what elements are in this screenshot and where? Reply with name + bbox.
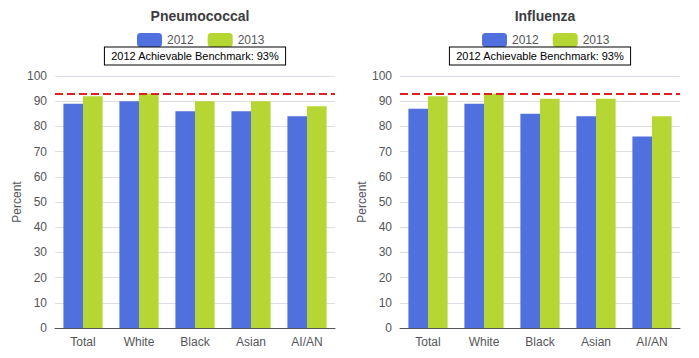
svg-text:0: 0	[385, 321, 392, 335]
svg-text:Black: Black	[525, 335, 555, 349]
svg-text:Black: Black	[180, 335, 210, 349]
svg-text:2012 Achievable Benchmark: 93%: 2012 Achievable Benchmark: 93%	[456, 50, 624, 62]
svg-text:80: 80	[34, 119, 48, 133]
svg-text:80: 80	[379, 119, 393, 133]
svg-text:40: 40	[379, 220, 393, 234]
svg-text:Asian: Asian	[236, 335, 266, 349]
svg-text:90: 90	[34, 94, 48, 108]
svg-text:100: 100	[372, 69, 392, 83]
svg-text:50: 50	[379, 195, 393, 209]
svg-text:2012 Achievable Benchmark: 93%: 2012 Achievable Benchmark: 93%	[111, 50, 279, 62]
svg-text:AI/AN: AI/AN	[291, 335, 322, 349]
svg-text:70: 70	[379, 145, 393, 159]
svg-text:20: 20	[379, 271, 393, 285]
svg-text:10: 10	[379, 296, 393, 310]
svg-text:Percent: Percent	[10, 181, 24, 223]
svg-text:Total: Total	[70, 335, 95, 349]
svg-text:100: 100	[27, 69, 47, 83]
svg-text:2012: 2012	[512, 33, 539, 47]
svg-text:2013: 2013	[238, 33, 265, 47]
svg-text:White: White	[124, 335, 155, 349]
svg-text:30: 30	[34, 245, 48, 259]
svg-text:White: White	[469, 335, 500, 349]
svg-text:Percent: Percent	[355, 181, 369, 223]
svg-text:Influenza: Influenza	[515, 8, 576, 24]
svg-text:2013: 2013	[583, 33, 610, 47]
svg-text:60: 60	[34, 170, 48, 184]
svg-text:Pneumococcal: Pneumococcal	[151, 8, 250, 24]
svg-text:30: 30	[379, 245, 393, 259]
svg-text:0: 0	[40, 321, 47, 335]
svg-text:10: 10	[34, 296, 48, 310]
svg-text:70: 70	[34, 145, 48, 159]
svg-text:40: 40	[34, 220, 48, 234]
svg-text:20: 20	[34, 271, 48, 285]
svg-text:AI/AN: AI/AN	[636, 335, 667, 349]
svg-text:50: 50	[34, 195, 48, 209]
svg-text:90: 90	[379, 94, 393, 108]
svg-text:Total: Total	[415, 335, 440, 349]
svg-text:Asian: Asian	[581, 335, 611, 349]
svg-text:60: 60	[379, 170, 393, 184]
svg-text:2012: 2012	[167, 33, 194, 47]
